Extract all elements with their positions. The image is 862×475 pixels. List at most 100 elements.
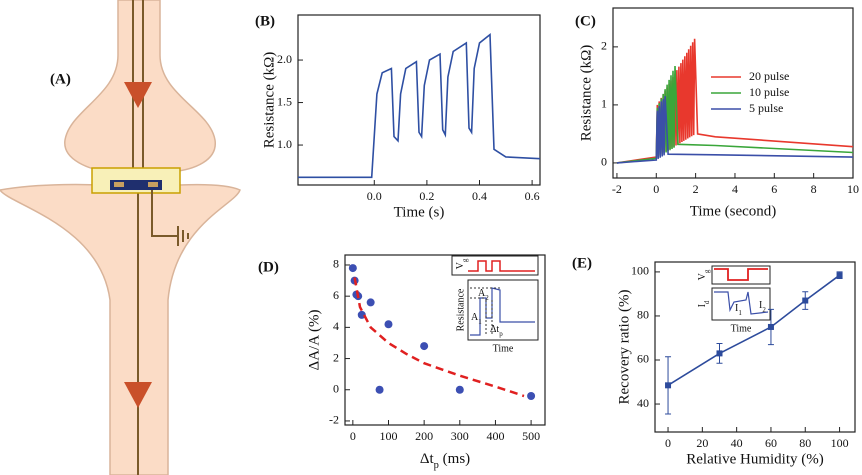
x-axis-label: Time (s) <box>394 204 445 220</box>
text-part: (ms) <box>439 451 470 467</box>
x-tick-label: 0.6 <box>525 189 540 203</box>
point <box>366 298 375 307</box>
text-part: p <box>499 330 503 338</box>
y-tick-label: 8 <box>333 257 339 271</box>
y-tick-label: 4 <box>333 319 339 333</box>
text-part: 2 <box>485 294 489 302</box>
x-tick-label: 4 <box>732 182 738 196</box>
inset-x-label: Time <box>731 323 752 334</box>
text-part: g <box>703 269 711 273</box>
text-part: 1 <box>738 309 742 317</box>
inset-level: A1 <box>471 312 482 325</box>
inset-interval: Δtp <box>490 324 503 337</box>
x-tick-label: 60 <box>765 436 777 450</box>
point <box>375 385 384 394</box>
y-tick-label: 60 <box>637 352 649 366</box>
x-tick-label: 500 <box>522 429 540 443</box>
x-axis-label: Time (second) <box>690 203 777 219</box>
y-axis-label: ΔA/A (%) <box>306 310 322 371</box>
y-tick-label: -2 <box>329 413 339 427</box>
inset-x-label: Time <box>493 343 514 354</box>
y-tick-label: 2.0 <box>277 52 292 66</box>
panel-label: (D) <box>258 259 279 275</box>
x-tick-label: 20 <box>696 436 708 450</box>
text-part: Δt <box>420 451 435 467</box>
y-axis-label: Resistance (kΩ) <box>578 45 594 142</box>
x-tick-label: 80 <box>799 436 811 450</box>
x-axis-label: Relative Humidity (%) <box>686 451 823 467</box>
data-line <box>616 96 854 164</box>
panel-label: (E) <box>572 255 592 271</box>
x-tick-label: 0 <box>653 182 659 196</box>
legend-label: 20 pulse <box>749 69 789 83</box>
x-tick-label: 0.4 <box>472 189 487 203</box>
x-tick-label: 0.0 <box>367 189 382 203</box>
text-part: A <box>478 288 486 299</box>
fit-line <box>353 277 525 398</box>
data-line <box>298 32 541 179</box>
x-tick-label: 100 <box>379 429 397 443</box>
text-part: g <box>461 258 469 262</box>
x-tick-label: 100 <box>831 436 849 450</box>
y-tick-label: 40 <box>637 396 649 410</box>
data-line <box>616 38 854 164</box>
text-part: V <box>697 272 708 280</box>
inset-y-label: Resistance <box>455 288 466 331</box>
panel-label: (A) <box>50 71 71 87</box>
data-line <box>616 65 854 164</box>
electrode <box>114 182 124 187</box>
response <box>714 291 769 315</box>
text-part: A <box>471 312 479 323</box>
x-tick-label: 0.2 <box>419 189 434 203</box>
inset-frame <box>711 265 771 285</box>
x-tick-label: 10 <box>847 182 859 196</box>
response <box>470 287 535 336</box>
inset-frame <box>711 287 771 321</box>
guide <box>470 287 500 335</box>
gate-pulse <box>468 260 535 272</box>
x-tick-label: 400 <box>486 429 504 443</box>
point <box>384 320 393 329</box>
x-tick-label: 2 <box>693 182 699 196</box>
y-tick-label: 6 <box>333 288 339 302</box>
legend-label: 5 pulse <box>749 101 783 115</box>
inset-e: Vg Id I1 I2 Time <box>697 265 771 334</box>
inset-level: I2 <box>759 300 766 313</box>
arrow <box>124 82 152 108</box>
point <box>527 391 536 400</box>
y-tick-label: 2 <box>601 39 607 53</box>
legend-label: 10 pulse <box>749 85 789 99</box>
point <box>420 342 429 351</box>
y-axis-label: Resistance (kΩ) <box>261 52 277 149</box>
inset-current-label: Id <box>697 300 710 307</box>
y-tick-label: 100 <box>631 264 649 278</box>
ground <box>151 190 189 246</box>
text-part: 2 <box>762 306 766 314</box>
y-tick-label: 0 <box>333 382 339 396</box>
y-tick-label: 0 <box>601 155 607 169</box>
y-tick-label: 2 <box>333 350 339 364</box>
plot-frame <box>654 261 856 433</box>
point <box>348 264 357 273</box>
text-part: I <box>735 303 738 314</box>
y-tick-label: 80 <box>637 308 649 322</box>
plot-frame <box>344 254 546 426</box>
marker <box>767 323 774 330</box>
text-part: I <box>697 304 708 307</box>
inset-signal-label: Vg <box>697 269 710 280</box>
y-tick-label: 1.0 <box>277 137 292 151</box>
text-part: p <box>434 460 439 471</box>
text-part: V <box>455 261 466 269</box>
y-tick-label: 1.5 <box>277 94 292 108</box>
x-tick-label: 300 <box>451 429 469 443</box>
x-axis-label: Δtp (ms) <box>420 451 470 470</box>
x-tick-label: 40 <box>731 436 743 450</box>
panel-label: (C) <box>575 13 596 29</box>
gate-pulse <box>714 268 768 281</box>
electrode <box>148 182 158 187</box>
text-part: I <box>759 300 762 311</box>
text-part: Δt <box>490 324 499 335</box>
panel-label: (B) <box>255 13 275 29</box>
x-tick-label: 0 <box>350 429 356 443</box>
